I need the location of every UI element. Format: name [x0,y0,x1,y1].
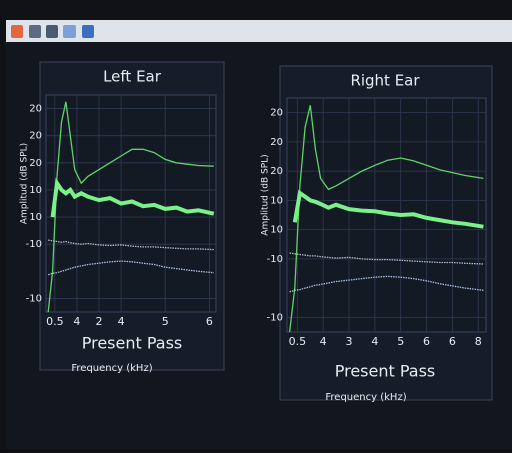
x-axis-label: Frequency (kHz) [71,363,152,374]
toolbar-icon[interactable] [63,25,76,38]
y-axis-label: Amplitud (dB SPL) [261,154,271,235]
toolbar-icon[interactable] [82,25,94,38]
x-tick-label: 6 [423,335,430,348]
series-line [289,252,484,265]
y-axis-label: Amplitud (dB SPL) [20,143,30,224]
series-line [50,177,215,218]
chart-title: Right Ear [350,72,420,90]
y-tick-label: 20 [270,137,283,148]
y-tick-label: 10 [270,195,283,206]
x-tick-label: 5 [162,315,169,328]
y-tick-label: -10 [267,254,283,265]
x-tick-label: 6 [206,315,213,328]
y-tick-label: 10 [29,185,42,196]
toolbar-icon[interactable] [29,25,41,38]
x-tick-label: 0.5 [46,315,64,328]
chart-title: Left Ear [103,68,162,86]
app-icon[interactable] [11,25,23,38]
series-line [292,189,484,229]
y-tick-label: -10 [26,239,42,250]
x-tick-label: 5 [397,335,404,348]
y-tick-label: 20 [270,166,283,177]
x-axis-label: Frequency (kHz) [325,392,406,403]
x-tick-label: 0.5 [289,335,307,348]
series-line [48,260,214,276]
x-tick-label: 3 [346,335,353,348]
x-tick-label: 8 [475,335,482,348]
y-tick-label: -10 [26,293,42,304]
x-tick-label: 4 [371,335,378,348]
y-tick-label: 20 [29,158,42,169]
annotation: Present Pass [335,362,436,381]
y-tick-label: -10 [267,312,283,323]
toolbar-icon[interactable] [46,25,58,38]
series-line [288,105,484,333]
x-tick-label: 4 [118,315,125,328]
toolbar [6,20,512,42]
y-tick-label: 10 [29,212,42,223]
y-tick-label: 20 [270,108,283,119]
y-tick-label: 10 [270,225,283,236]
x-tick-label: 4 [320,335,327,348]
x-tick-label: 4 [73,315,80,328]
series-line [47,101,214,313]
annotation: Present Pass [82,334,183,353]
x-tick-label: 2 [95,315,102,328]
x-tick-label: 6 [449,335,456,348]
y-tick-label: 20 [29,131,42,142]
y-tick-label: 20 [29,104,42,115]
